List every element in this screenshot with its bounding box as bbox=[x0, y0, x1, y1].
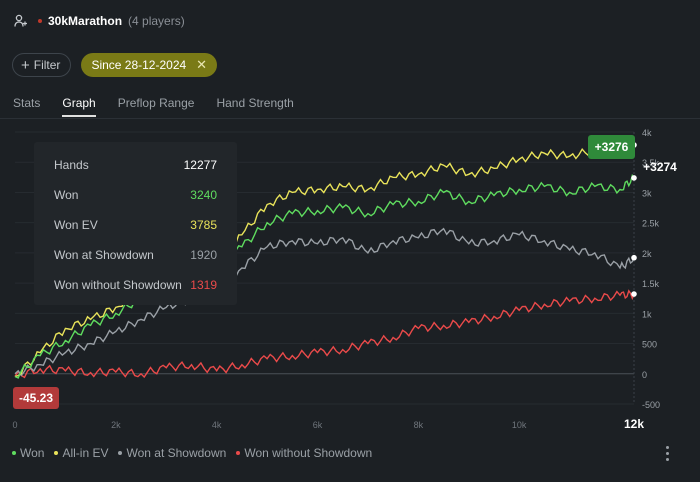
y-tick-label: 2.5k bbox=[642, 219, 660, 229]
tooltip-label: Won at Showdown bbox=[54, 248, 154, 262]
legend-swatch bbox=[118, 451, 123, 455]
y-tick-label: 500 bbox=[642, 340, 657, 350]
start-value-badge: -45.23 bbox=[13, 387, 59, 409]
x-tick-label: 0 bbox=[12, 420, 17, 430]
tooltip-row-won-at-showdown: Won at Showdown 1920 bbox=[54, 248, 217, 266]
y-tick-label: 3.5k bbox=[642, 158, 660, 168]
legend-item-won-without-showdown[interactable]: Won without Showdown bbox=[236, 446, 372, 460]
series-line-won-at-showdown bbox=[14, 227, 635, 377]
legend-label: All-in EV bbox=[62, 446, 109, 460]
player-count: (4 players) bbox=[128, 14, 185, 28]
filter-bar: + Filter Since 28-12-2024 ✕ bbox=[12, 53, 218, 77]
tooltip-value: 1319 bbox=[190, 278, 217, 292]
plus-icon: + bbox=[21, 56, 30, 74]
tooltip-row-won: Won 3240 bbox=[54, 188, 217, 206]
series-end-dot bbox=[631, 175, 637, 181]
tooltip-row-won-ev: Won EV 3785 bbox=[54, 218, 217, 236]
chart-ticks: -500 0 500 1k 1.5k 2k 2.5k 3k 3.5k 4k 0 2k 4k 6k 8k 10k… bbox=[12, 128, 660, 431]
hover-tooltip: Hands 12277 Won 3240 Won EV 3785 Won at … bbox=[34, 142, 237, 305]
x-tick-label: 6k bbox=[313, 420, 323, 430]
tooltip-value: 1920 bbox=[190, 248, 217, 262]
legend-label: Won bbox=[20, 446, 45, 460]
y-tick-label: 4k bbox=[642, 128, 652, 138]
tab-divider bbox=[0, 118, 700, 119]
tab-hand-strength[interactable]: Hand Strength bbox=[216, 96, 294, 110]
y-tick-label: 3k bbox=[642, 188, 652, 198]
series-end-dot bbox=[631, 291, 637, 297]
tooltip-label: Won EV bbox=[54, 218, 98, 232]
tab-preflop-range[interactable]: Preflop Range bbox=[117, 96, 195, 110]
filter-button[interactable]: + Filter bbox=[12, 53, 72, 77]
user-group-icon[interactable] bbox=[14, 14, 28, 28]
tooltip-value: 3785 bbox=[190, 218, 217, 232]
y-tick-label: 1k bbox=[642, 309, 652, 319]
more-options-icon[interactable] bbox=[666, 446, 670, 461]
series-end-dot bbox=[631, 254, 637, 261]
legend-swatch bbox=[236, 451, 241, 455]
legend-item-all-in-ev[interactable]: All-in EV bbox=[54, 446, 108, 460]
series-line-all-in-ev bbox=[14, 143, 635, 378]
x-tick-label: 12k bbox=[624, 417, 644, 431]
date-filter-label: Since 28-12-2024 bbox=[91, 58, 187, 72]
x-tick-label: 2k bbox=[111, 420, 121, 430]
legend-item-won-at-showdown[interactable]: Won at Showdown bbox=[118, 446, 226, 460]
series-line-won-without-showdown bbox=[14, 289, 635, 379]
legend-swatch bbox=[54, 451, 59, 455]
legend-swatch bbox=[12, 451, 16, 455]
tooltip-label: Won without Showdown bbox=[54, 278, 182, 292]
y-tick-label: 1.5k bbox=[642, 279, 660, 289]
session-title: 30kMarathon bbox=[48, 14, 123, 28]
y-tick-label: -500 bbox=[642, 400, 660, 410]
tooltip-value: 3240 bbox=[190, 188, 217, 202]
x-tick-label: 8k bbox=[414, 420, 424, 430]
end-value-label: +3274 bbox=[643, 160, 677, 174]
series-line-won bbox=[14, 173, 635, 379]
legend-item-won[interactable]: Won bbox=[12, 446, 44, 460]
filter-label: Filter bbox=[33, 58, 61, 72]
x-tick-label: 10k bbox=[512, 420, 527, 430]
x-tick-label: 4k bbox=[212, 420, 222, 430]
tooltip-row-hands: Hands 12277 bbox=[54, 158, 217, 176]
date-filter-chip[interactable]: Since 28-12-2024 ✕ bbox=[81, 53, 218, 77]
tab-stats[interactable]: Stats bbox=[13, 96, 41, 110]
y-tick-label: 2k bbox=[642, 249, 652, 259]
won-end-badge: +3276 bbox=[588, 135, 635, 159]
tooltip-value: 12277 bbox=[183, 158, 217, 172]
legend-label: Won at Showdown bbox=[126, 446, 227, 460]
tooltip-label: Won bbox=[54, 188, 79, 202]
tab-graph[interactable]: Graph bbox=[62, 96, 96, 117]
tab-bar: Stats Graph Preflop Range Hand Strength bbox=[13, 96, 294, 117]
tooltip-label: Hands bbox=[54, 158, 89, 172]
chart-series bbox=[14, 143, 635, 379]
close-icon[interactable]: ✕ bbox=[196, 57, 208, 72]
y-tick-label: 0 bbox=[642, 370, 647, 380]
header: 30kMarathon (4 players) bbox=[14, 12, 185, 30]
chart-legend: Won All-in EV Won at Showdown Won withou… bbox=[12, 446, 372, 460]
status-dot bbox=[38, 19, 42, 23]
legend-label: Won without Showdown bbox=[244, 446, 373, 460]
tooltip-row-won-without-showdown: Won without Showdown 1319 bbox=[54, 278, 217, 296]
